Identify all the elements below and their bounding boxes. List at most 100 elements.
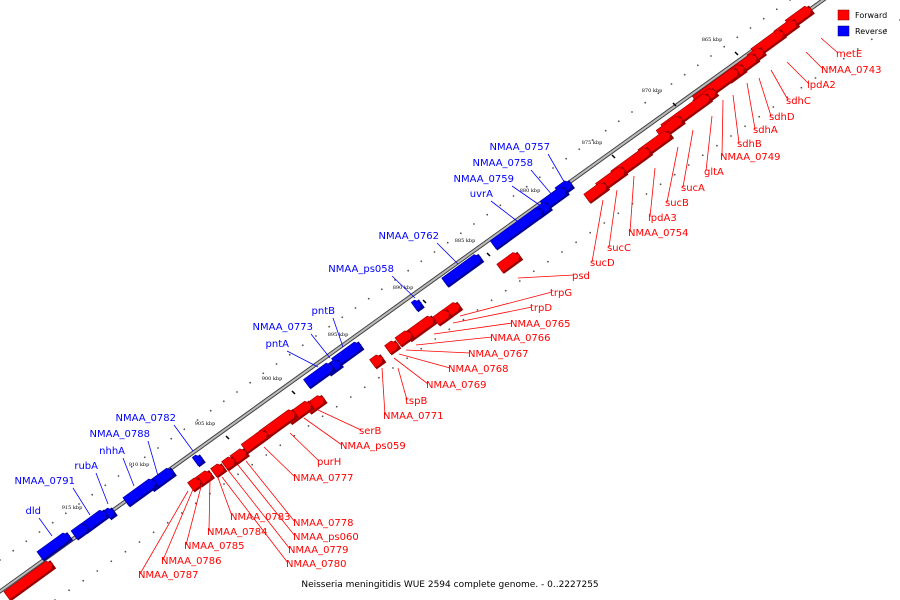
gene-label-nmaa-0758[interactable]: NMAA_0758 bbox=[472, 158, 533, 169]
gene-label-nmaa-0785[interactable]: NMAA_0785 bbox=[184, 541, 245, 552]
reverse-gene-block[interactable] bbox=[36, 531, 74, 562]
gene-label-nmaa-0782[interactable]: NMAA_0782 bbox=[115, 413, 176, 424]
legend-forward-swatch bbox=[837, 9, 850, 21]
leader-line bbox=[391, 275, 416, 299]
forward-gene-block[interactable] bbox=[496, 250, 524, 274]
leader-line bbox=[397, 367, 408, 401]
reverse-gene-block[interactable] bbox=[103, 506, 118, 521]
gene-label-nmaa-0777[interactable]: NMAA_0777 bbox=[293, 473, 354, 484]
gene-label-nmaa-0780[interactable]: NMAA_0780 bbox=[286, 559, 347, 570]
forward-gene-block[interactable] bbox=[221, 455, 239, 472]
gene-label-purh[interactable]: purH bbox=[317, 457, 341, 468]
gene-label-nmaa-0791[interactable]: NMAA_0791 bbox=[14, 476, 75, 487]
scale-dot bbox=[673, 173, 676, 176]
reverse-gene-block[interactable] bbox=[70, 521, 91, 541]
gene-label-sdhd[interactable]: sdhD bbox=[769, 112, 795, 123]
scale-dot bbox=[565, 157, 568, 160]
gene-label-nmaa-0754[interactable]: NMAA_0754 bbox=[628, 228, 689, 239]
gene-label-sdha[interactable]: sdhA bbox=[753, 125, 778, 136]
reverse-gene-block[interactable] bbox=[441, 252, 485, 288]
tick-label: 910 kbp bbox=[129, 462, 150, 468]
reverse-gene-block[interactable] bbox=[489, 206, 546, 251]
gene-label-uvra[interactable]: uvrA bbox=[470, 189, 493, 200]
gene-label-serb[interactable]: serB bbox=[359, 426, 381, 437]
gene-label-nhha[interactable]: nhhA bbox=[99, 446, 125, 457]
gene-label-psd[interactable]: psd bbox=[572, 271, 590, 282]
gene-label-trpg[interactable]: trpG bbox=[550, 288, 572, 299]
scale-dot bbox=[183, 428, 186, 431]
gene-label-nmaa-0743[interactable]: NMAA_0743 bbox=[821, 65, 882, 76]
scale-dot bbox=[349, 396, 352, 398]
gene-label-sucd[interactable]: sucD bbox=[590, 258, 615, 269]
gene-label-nmaa-0766[interactable]: NMAA_0766 bbox=[490, 333, 551, 344]
gene-block-face bbox=[496, 252, 521, 273]
gene-label-nmaa-0783[interactable]: NMAA_0783 bbox=[230, 512, 291, 523]
gene-label-dld[interactable]: dld bbox=[26, 506, 41, 517]
gene-label-sucb[interactable]: sucB bbox=[665, 198, 689, 209]
tick-label: 900 kbp bbox=[262, 376, 283, 382]
gene-label-ruba[interactable]: rubA bbox=[74, 461, 98, 472]
reverse-gene-block[interactable] bbox=[410, 298, 425, 313]
gene-blocks bbox=[3, 5, 815, 600]
scale-dot bbox=[315, 335, 317, 337]
gene-label-nmaa-ps060[interactable]: NMAA_ps060 bbox=[293, 532, 359, 543]
gene-label-succ[interactable]: sucC bbox=[607, 243, 631, 254]
gene-label-suca[interactable]: sucA bbox=[681, 183, 705, 194]
gene-label-nmaa-0757[interactable]: NMAA_0757 bbox=[489, 142, 550, 153]
gene-label-tspb[interactable]: tspB bbox=[405, 396, 427, 407]
gene-label-nmaa-0786[interactable]: NMAA_0786 bbox=[161, 556, 222, 567]
forward-gene-block[interactable] bbox=[394, 328, 415, 348]
reverse-gene-block[interactable] bbox=[303, 361, 337, 390]
scale-dot bbox=[772, 106, 775, 108]
forward-gene-block[interactable] bbox=[3, 559, 57, 600]
legend-forward-label: Forward bbox=[855, 11, 887, 20]
gene-label-nmaa-0762[interactable]: NMAA_0762 bbox=[378, 231, 439, 242]
forward-gene-block[interactable] bbox=[210, 462, 228, 479]
forward-gene-block[interactable] bbox=[187, 476, 205, 493]
gene-label-nmaa-0787[interactable]: NMAA_0787 bbox=[138, 570, 199, 581]
tick-label: 875 kbp bbox=[582, 140, 603, 146]
scale-dot bbox=[275, 363, 278, 365]
forward-gene-block[interactable] bbox=[432, 307, 453, 327]
scale-dot bbox=[670, 83, 673, 85]
reverse-gene-block[interactable] bbox=[191, 453, 206, 468]
gene-label-nmaa-0749[interactable]: NMAA_0749 bbox=[720, 152, 781, 163]
forward-gene-block[interactable] bbox=[369, 353, 387, 370]
scale-dot bbox=[814, 77, 817, 79]
gene-label-nmaa-0779[interactable]: NMAA_0779 bbox=[288, 545, 349, 556]
leader-line bbox=[122, 457, 135, 487]
gene-label-lpda3[interactable]: lpdA3 bbox=[648, 213, 677, 224]
gene-label-nmaa-0784[interactable]: NMAA_0784 bbox=[207, 527, 268, 538]
gene-label-nmaa-0767[interactable]: NMAA_0767 bbox=[468, 349, 529, 360]
gene-label-nmaa-ps058[interactable]: NMAA_ps058 bbox=[328, 264, 394, 275]
forward-gene-block[interactable] bbox=[384, 339, 402, 356]
gene-label-nmaa-0788[interactable]: NMAA_0788 bbox=[89, 429, 150, 440]
forward-gene-block[interactable] bbox=[583, 180, 611, 204]
leader-line bbox=[227, 469, 291, 550]
scale-dot bbox=[659, 183, 662, 186]
gene-label-nmaa-0765[interactable]: NMAA_0765 bbox=[510, 319, 571, 330]
gene-label-mete[interactable]: metE bbox=[836, 49, 862, 60]
gene-label-nmaa-0778[interactable]: NMAA_0778 bbox=[293, 518, 354, 529]
gene-label-nmaa-0759[interactable]: NMAA_0759 bbox=[453, 174, 514, 185]
gene-label-pnta[interactable]: pntA bbox=[266, 339, 290, 350]
gene-label-pntb[interactable]: pntB bbox=[312, 306, 336, 317]
reverse-gene-block[interactable] bbox=[122, 477, 160, 508]
gene-label-lpda2[interactable]: lpdA2 bbox=[807, 80, 836, 91]
leader-line bbox=[303, 417, 343, 446]
scale-dot bbox=[885, 28, 887, 31]
scale-dot bbox=[870, 38, 873, 41]
gene-label-nmaa-0771[interactable]: NMAA_0771 bbox=[383, 411, 444, 422]
gene-label-nmaa-0768[interactable]: NMAA_0768 bbox=[448, 364, 509, 375]
gene-label-sdhb[interactable]: sdhB bbox=[737, 139, 762, 150]
gene-label-nmaa-ps059[interactable]: NMAA_ps059 bbox=[340, 441, 406, 452]
gene-label-nmaa-0773[interactable]: NMAA_0773 bbox=[252, 322, 313, 333]
leader-line bbox=[511, 185, 542, 207]
gene-label-glta[interactable]: gltA bbox=[704, 167, 724, 178]
leader-line bbox=[682, 129, 694, 188]
gene-label-trpd[interactable]: trpD bbox=[530, 303, 552, 314]
gene-label-nmaa-0769[interactable]: NMAA_0769 bbox=[426, 380, 487, 391]
gene-label-sdhc[interactable]: sdhC bbox=[786, 96, 811, 107]
